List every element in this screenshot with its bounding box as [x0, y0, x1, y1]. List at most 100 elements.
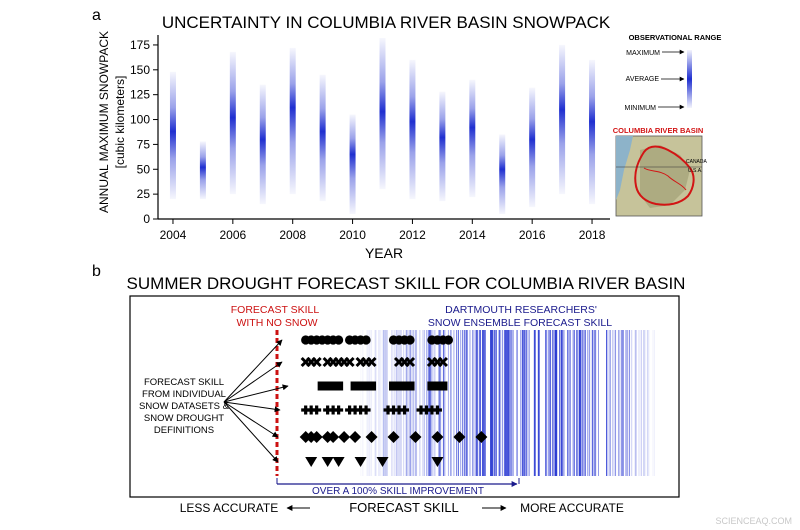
snowpack-bar-2008	[289, 47, 296, 195]
marker-diamond	[453, 431, 466, 443]
snowpack-bar-2007	[259, 84, 266, 205]
individual-skill-markers	[299, 335, 488, 467]
marker-plus	[334, 405, 344, 415]
snowpack-bar-2017	[559, 44, 566, 195]
marker-square	[389, 381, 399, 391]
marker-square	[367, 381, 377, 391]
panel-a-title: UNCERTAINTY IN COLUMBIA RIVER BASIN SNOW…	[162, 13, 611, 32]
snowpack-bar-2011	[379, 37, 386, 190]
marker-diamond	[327, 431, 340, 443]
y-tick-label: 100	[130, 113, 150, 127]
y-axis-unit: [cubic kilometers]	[113, 76, 127, 169]
left-label-line-1: FORECAST SKILL	[144, 377, 224, 388]
marker-square	[323, 381, 333, 391]
skill-axis: LESS ACCURATE FORECAST SKILL MORE ACCURA…	[180, 500, 624, 515]
left-label-line-3: SNOW DATASETS &	[139, 401, 230, 412]
marker-circle	[334, 335, 344, 345]
marker-x	[311, 356, 322, 368]
x-ticks: 2004 2006 2008 2010 2012 2014 2016 2018	[160, 219, 606, 242]
snowpack-bar-2013	[439, 91, 446, 202]
snowpack-chart: 0 25 50 75 100 125 150 175 2004 2006 2008 2010 2012…	[97, 31, 610, 261]
y-tick-label: 50	[137, 162, 151, 176]
basin-outline	[634, 145, 695, 206]
ensemble-label-2: SNOW ENSEMBLE FORECAST SKILL	[428, 317, 612, 329]
improvement-label: OVER A 100% SKILL IMPROVEMENT	[312, 486, 484, 497]
legend-minimum: MINIMUM	[625, 105, 657, 112]
axis-title: FORECAST SKILL	[349, 500, 459, 515]
y-tick-label: 75	[137, 137, 151, 151]
left-label-line-5: DEFINITIONS	[154, 425, 214, 436]
y-axis-label: ANNUAL MAXIMUM SNOWPACK	[97, 31, 111, 213]
marker-square	[328, 381, 338, 391]
marker-circle	[443, 335, 454, 345]
pointer-arrow	[223, 361, 283, 403]
marker-diamond	[409, 431, 422, 443]
map-terrain	[640, 145, 690, 208]
x-tick-label: 2004	[160, 228, 187, 242]
marker-diamond	[338, 431, 351, 443]
legend-maximum: MAXIMUM	[626, 50, 660, 57]
marker-square	[405, 381, 415, 391]
y-tick-label: 175	[130, 38, 150, 52]
x-tick-label: 2014	[459, 228, 486, 242]
snowpack-bar-2012	[409, 59, 416, 200]
marker-square	[334, 381, 344, 391]
marker-square	[432, 381, 442, 391]
marker-triangle	[321, 457, 334, 467]
snowpack-bar-2009	[319, 74, 326, 202]
marker-square	[438, 381, 448, 391]
marker-plus	[400, 405, 409, 415]
pointer-arrow	[223, 339, 283, 403]
y-ticks: 0 25 50 75 100 125 150 175	[130, 38, 158, 226]
marker-x	[437, 356, 448, 368]
snowpack-bar-2018	[589, 59, 596, 205]
legend-gradient-bar	[687, 50, 692, 108]
map-ocean	[616, 136, 633, 200]
x-tick-label: 2008	[279, 228, 306, 242]
pointer-arrow	[223, 401, 279, 438]
left-label-line-2: FROM INDIVIDUAL	[142, 389, 226, 400]
no-snow-label-1: FORECAST SKILL	[231, 304, 320, 316]
legend-title: OBSERVATIONAL RANGE	[629, 33, 722, 42]
legend-average: AVERAGE	[626, 76, 660, 83]
marker-triangle	[332, 457, 345, 467]
map-label-usa: U.S.A.	[688, 168, 702, 174]
marker-triangle	[431, 457, 444, 467]
panel-b-label: b	[92, 263, 101, 280]
marker-triangle	[376, 457, 389, 467]
river-line	[643, 167, 687, 191]
marker-square	[394, 381, 404, 391]
marker-square	[350, 381, 360, 391]
marker-triangle	[305, 457, 318, 467]
marker-diamond	[475, 431, 488, 443]
y-tick-label: 150	[130, 63, 150, 77]
marker-triangle	[354, 457, 367, 467]
marker-circle	[361, 335, 371, 345]
marker-x	[344, 356, 355, 368]
map-label-canada: CANADA	[686, 159, 708, 165]
marker-square	[356, 381, 366, 391]
marker-x	[404, 356, 416, 368]
snowpack-bar-2014	[469, 79, 476, 198]
pointer-arrow	[223, 401, 281, 413]
watermark: SCIENCEAQ.COM	[715, 516, 792, 526]
ensemble-label-1: DARTMOUTH RESEARCHERS'	[445, 304, 597, 316]
x-tick-label: 2018	[579, 228, 606, 242]
y-tick-label: 25	[137, 187, 151, 201]
marker-x	[366, 356, 377, 368]
snowpack-bar-2010	[349, 114, 356, 215]
marker-square	[400, 381, 409, 391]
map-title: COLUMBIA RIVER BASIN	[613, 126, 704, 135]
pointer-arrow	[223, 401, 279, 463]
no-snow-label-2: WITH NO SNOW	[236, 317, 317, 329]
marker-square	[361, 381, 371, 391]
pointer-arrows	[223, 339, 289, 463]
snowpack-bars	[169, 37, 596, 215]
snowpack-bar-2016	[529, 87, 536, 208]
marker-diamond	[310, 431, 323, 443]
left-label-line-4: SNOW DROUGHT	[144, 413, 224, 424]
axis-less-accurate: LESS ACCURATE	[180, 501, 278, 515]
columbia-basin-map: COLUMBIA RIVER BASIN CANADA U.S.A.	[613, 126, 708, 217]
x-axis-label: YEAR	[365, 245, 403, 261]
